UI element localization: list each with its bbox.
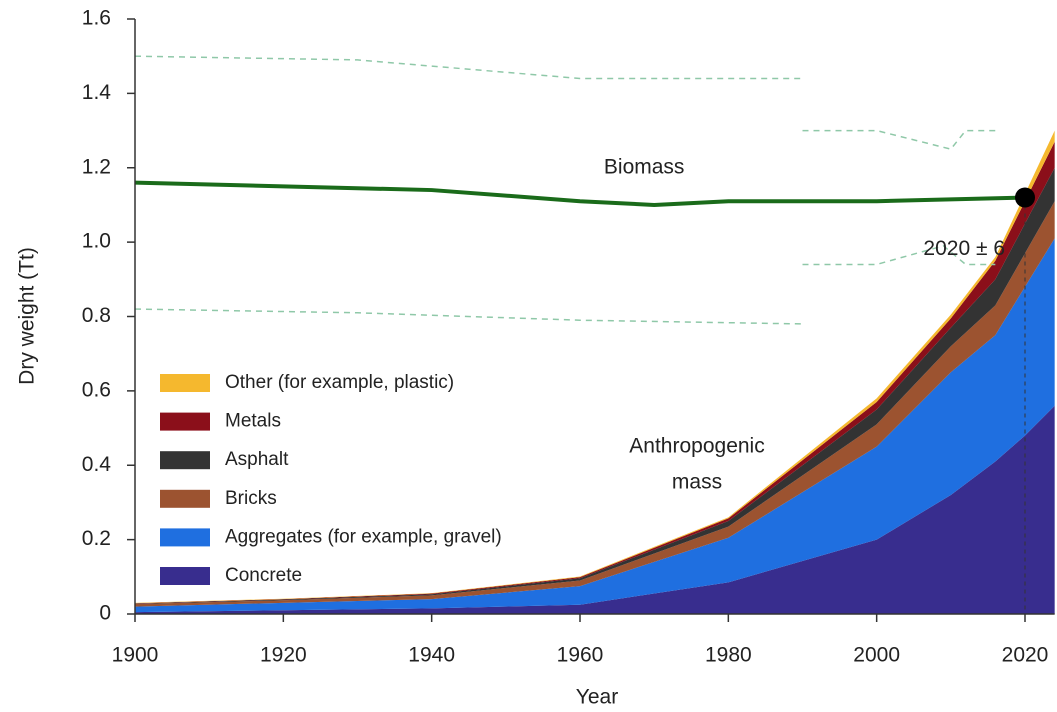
y-tick-label: 1.0 — [82, 230, 111, 253]
x-tick-label: 1960 — [557, 644, 604, 667]
y-tick-label: 0 — [99, 602, 111, 625]
legend-label: Aggregates (for example, gravel) — [225, 526, 502, 547]
crossover-label: 2020 ± 6 — [923, 237, 1005, 260]
area — [135, 238, 1055, 613]
legend-label: Concrete — [225, 565, 302, 586]
legend-swatch — [160, 412, 210, 431]
area-label: Anthropogenic — [629, 435, 764, 458]
x-tick-label: 1900 — [112, 644, 159, 667]
y-tick-label: 1.4 — [82, 81, 112, 104]
crossover-point — [1015, 187, 1035, 208]
biomass-label: Biomass — [604, 155, 685, 178]
x-tick-label: 2000 — [853, 644, 900, 667]
legend-swatch — [160, 567, 210, 585]
y-tick-label: 1.2 — [82, 155, 111, 178]
legend-label: Asphalt — [225, 449, 289, 470]
legend-swatch — [160, 374, 210, 392]
area-label: mass — [672, 471, 722, 494]
y-tick-label: 0.6 — [82, 378, 111, 401]
legend-swatch — [160, 528, 210, 547]
y-tick-label: 0.4 — [82, 453, 112, 476]
legend-swatch — [160, 489, 210, 508]
biomass-bound — [802, 245, 996, 266]
x-tick-label: 1920 — [260, 644, 307, 667]
biomass-line — [134, 180, 1026, 207]
x-tick-label: 1980 — [705, 644, 752, 667]
legend-label: Metals — [225, 411, 281, 432]
y-tick-label: 0.8 — [82, 304, 111, 327]
y-axis-label: Dry weight (Tt) — [16, 247, 39, 385]
biomass-bound — [134, 308, 803, 325]
biomass-bound — [134, 55, 803, 80]
area — [135, 405, 1055, 614]
y-tick-label: 0.2 — [82, 527, 111, 550]
y-tick-label: 1.6 — [82, 7, 111, 30]
legend-label: Bricks — [225, 488, 277, 509]
legend-swatch — [160, 451, 210, 470]
x-tick-label: 2020 — [1002, 644, 1049, 667]
legend-label: Other (for example, plastic) — [225, 372, 454, 393]
x-axis-label: Year — [576, 686, 618, 709]
x-tick-label: 1940 — [408, 644, 455, 667]
biomass-bound — [802, 129, 996, 151]
